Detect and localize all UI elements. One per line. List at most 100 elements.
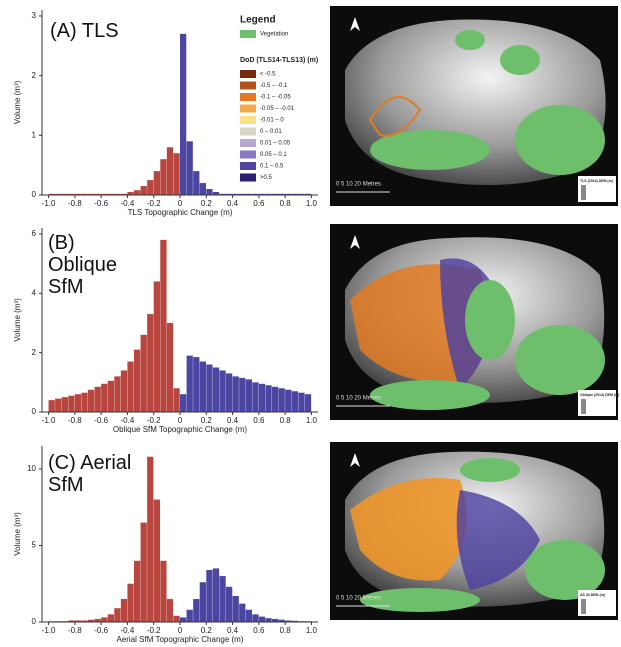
scale-bar-label: 0 5 10 20 Metres [336, 182, 381, 188]
bar [49, 400, 55, 412]
bar [160, 159, 166, 195]
y-tick-label: 1 [32, 130, 37, 139]
bar [108, 381, 114, 412]
dem-legend-label: Oblique (2014) DEM (m) [580, 393, 619, 397]
x-tick-label: 0.4 [227, 199, 239, 208]
bar [141, 523, 147, 622]
bar [285, 390, 291, 412]
bar [219, 370, 225, 412]
x-tick-label: 0 [178, 626, 183, 635]
legend-label: 0 – 0.01 [260, 129, 282, 135]
x-tick-label: -0.2 [147, 199, 161, 208]
legend-swatch [240, 30, 256, 38]
bar [193, 357, 199, 412]
x-tick-label: 1.0 [306, 199, 318, 208]
bar [62, 397, 68, 412]
legend-swatch [240, 174, 256, 182]
legend-label: < -0.5 [260, 72, 276, 78]
bar [213, 568, 219, 622]
legend-label: 0.01 – 0.05 [260, 141, 291, 147]
x-tick-label: -1.0 [42, 626, 56, 635]
dem-ramp [581, 599, 586, 614]
chart: 0123-1.0-0.8-0.6-0.4-0.200.20.40.60.81.0… [0, 0, 621, 647]
x-tick-label: 0.8 [280, 199, 292, 208]
bar [206, 365, 212, 412]
bar [233, 376, 239, 412]
bar [226, 373, 232, 412]
x-tick-label: 0.2 [201, 416, 213, 425]
x-tick-label: -0.4 [121, 416, 135, 425]
bar [265, 385, 271, 412]
legend-label: 0.05 – 0.1 [260, 152, 287, 158]
bar [252, 614, 258, 622]
y-axis-label: Volume (m³) [13, 80, 22, 124]
y-tick-label: 0 [32, 190, 37, 199]
bar [180, 394, 186, 412]
chart-title: (B) Oblique SfM [48, 232, 148, 298]
bar [160, 561, 166, 622]
x-tick-label: 0.4 [227, 416, 239, 425]
bar [75, 394, 81, 412]
bar [187, 141, 193, 195]
bar [279, 388, 285, 412]
bar [134, 190, 140, 195]
x-axis-label: Oblique SfM Topographic Change (m) [113, 425, 247, 434]
bar [160, 240, 166, 412]
legend-swatch [240, 162, 256, 170]
x-tick-label: -1.0 [42, 416, 56, 425]
bar [108, 614, 114, 622]
x-tick-label: 0 [178, 416, 183, 425]
y-tick-label: 5 [32, 541, 37, 550]
bar [213, 367, 219, 412]
bar [173, 616, 179, 622]
bar [200, 582, 206, 622]
bar [193, 171, 199, 195]
map-panel [330, 6, 618, 620]
bar [114, 608, 120, 622]
bar [134, 350, 140, 412]
bar [101, 384, 107, 412]
bar [252, 382, 258, 412]
x-tick-label: 0.6 [253, 626, 265, 635]
bar [305, 394, 311, 412]
bar [147, 457, 153, 622]
bar [173, 388, 179, 412]
bar [193, 599, 199, 622]
x-axis-label: TLS Topographic Change (m) [128, 208, 233, 217]
bar [246, 379, 252, 412]
chart-title: (C) Aerial SfM [48, 452, 138, 496]
bar [154, 171, 160, 195]
bar [298, 393, 304, 412]
figure: (A) TLS (B) Oblique SfM (C) Aerial SfM 0… [0, 0, 621, 647]
bar [141, 186, 147, 195]
x-tick-label: 0.8 [280, 416, 292, 425]
legend-label: -0.5 – -0.1 [260, 83, 288, 89]
dem-ramp [581, 185, 586, 200]
bar [200, 183, 206, 195]
legend-subtitle: DoD (TLS14-TLS13) (m) [240, 57, 318, 64]
x-tick-label: 1.0 [306, 626, 318, 635]
legend-swatch [240, 82, 256, 90]
bar [206, 570, 212, 622]
bar [68, 396, 74, 412]
legend-swatch [240, 116, 256, 124]
dem-ramp [581, 399, 586, 414]
y-tick-label: 4 [32, 288, 37, 297]
y-tick-label: 2 [32, 348, 37, 357]
y-tick-label: 2 [32, 71, 37, 80]
y-tick-label: 10 [27, 464, 36, 473]
bar [55, 399, 61, 412]
scale-bar-label: 0 5 10 20 Metres [336, 396, 381, 402]
chart-title: (A) TLS [50, 20, 170, 42]
bar [187, 356, 193, 412]
bar [180, 34, 186, 195]
bar [167, 323, 173, 412]
bar [121, 599, 127, 622]
y-tick-label: 3 [32, 11, 37, 20]
legend-swatch [240, 128, 256, 136]
legend-swatch [240, 70, 256, 78]
legend-swatch [240, 139, 256, 147]
y-axis-label: Volume (m³) [13, 298, 22, 342]
bar [114, 376, 120, 412]
bar [167, 147, 173, 195]
